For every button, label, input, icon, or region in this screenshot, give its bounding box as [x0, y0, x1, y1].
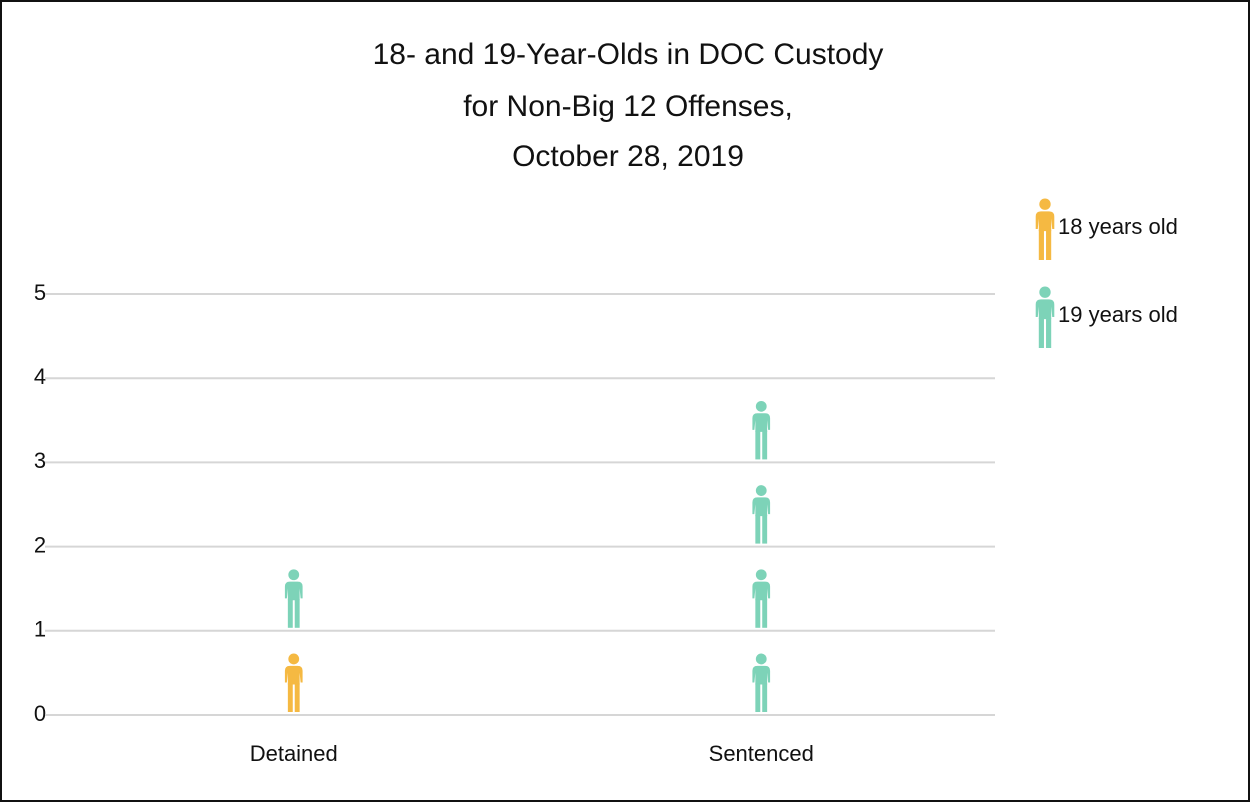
icon-leg: [287, 599, 293, 628]
chart-title: October 28, 2019: [512, 140, 744, 173]
legend-label: 19 years old: [1058, 302, 1178, 327]
icon-stack: [752, 400, 771, 712]
icon-body: [752, 497, 771, 517]
chart-title: 18- and 19-Year-Olds in DOC Custody: [373, 38, 884, 71]
icon-leg: [294, 599, 300, 628]
person-icon: [1035, 198, 1055, 260]
icon-body: [1035, 299, 1055, 320]
icon-body: [752, 581, 771, 601]
icon-head: [288, 653, 300, 665]
icon-head: [755, 400, 767, 412]
icon-leg: [762, 430, 768, 460]
icon-leg: [1038, 318, 1044, 348]
y-tick-label: 3: [34, 448, 46, 473]
icon-body: [752, 665, 771, 685]
legend-label: 18 years old: [1058, 214, 1178, 239]
icon-leg: [755, 515, 761, 544]
icon-head: [755, 569, 767, 581]
icon-leg: [1046, 230, 1052, 260]
icon-leg: [755, 430, 761, 460]
icon-leg: [287, 683, 293, 712]
icon-stack: [284, 653, 303, 712]
icon-head: [288, 569, 300, 581]
icon-stack: [284, 569, 303, 628]
person-icon: [752, 400, 771, 460]
y-tick-label: 4: [34, 364, 46, 389]
chart-title: for Non-Big 12 Offenses,: [463, 90, 793, 123]
person-icon: [1035, 286, 1055, 348]
person-icon: [752, 569, 771, 628]
icon-leg: [1046, 318, 1052, 348]
icon-head: [1039, 286, 1051, 298]
icon-body: [752, 413, 771, 432]
icon-head: [1039, 198, 1051, 210]
icon-leg: [294, 683, 300, 712]
icon-head: [755, 653, 767, 665]
person-icon: [284, 653, 303, 712]
icon-body: [284, 665, 303, 685]
person-icon: [284, 569, 303, 628]
icon-leg: [762, 515, 768, 544]
icon-leg: [762, 599, 768, 628]
y-tick-label: 0: [34, 701, 46, 726]
icon-head: [755, 485, 767, 496]
icon-body: [1035, 211, 1055, 232]
x-tick-label: Detained: [250, 741, 338, 766]
person-icon: [752, 653, 771, 712]
icon-leg: [755, 683, 761, 712]
person-icon: [752, 485, 771, 544]
icon-body: [284, 581, 303, 601]
icon-leg: [1038, 230, 1044, 260]
x-tick-label: Sentenced: [709, 741, 814, 766]
y-tick-label: 2: [34, 532, 46, 557]
y-tick-label: 1: [34, 617, 46, 642]
y-tick-label: 5: [34, 280, 46, 305]
icon-leg: [762, 683, 768, 712]
icon-leg: [755, 599, 761, 628]
